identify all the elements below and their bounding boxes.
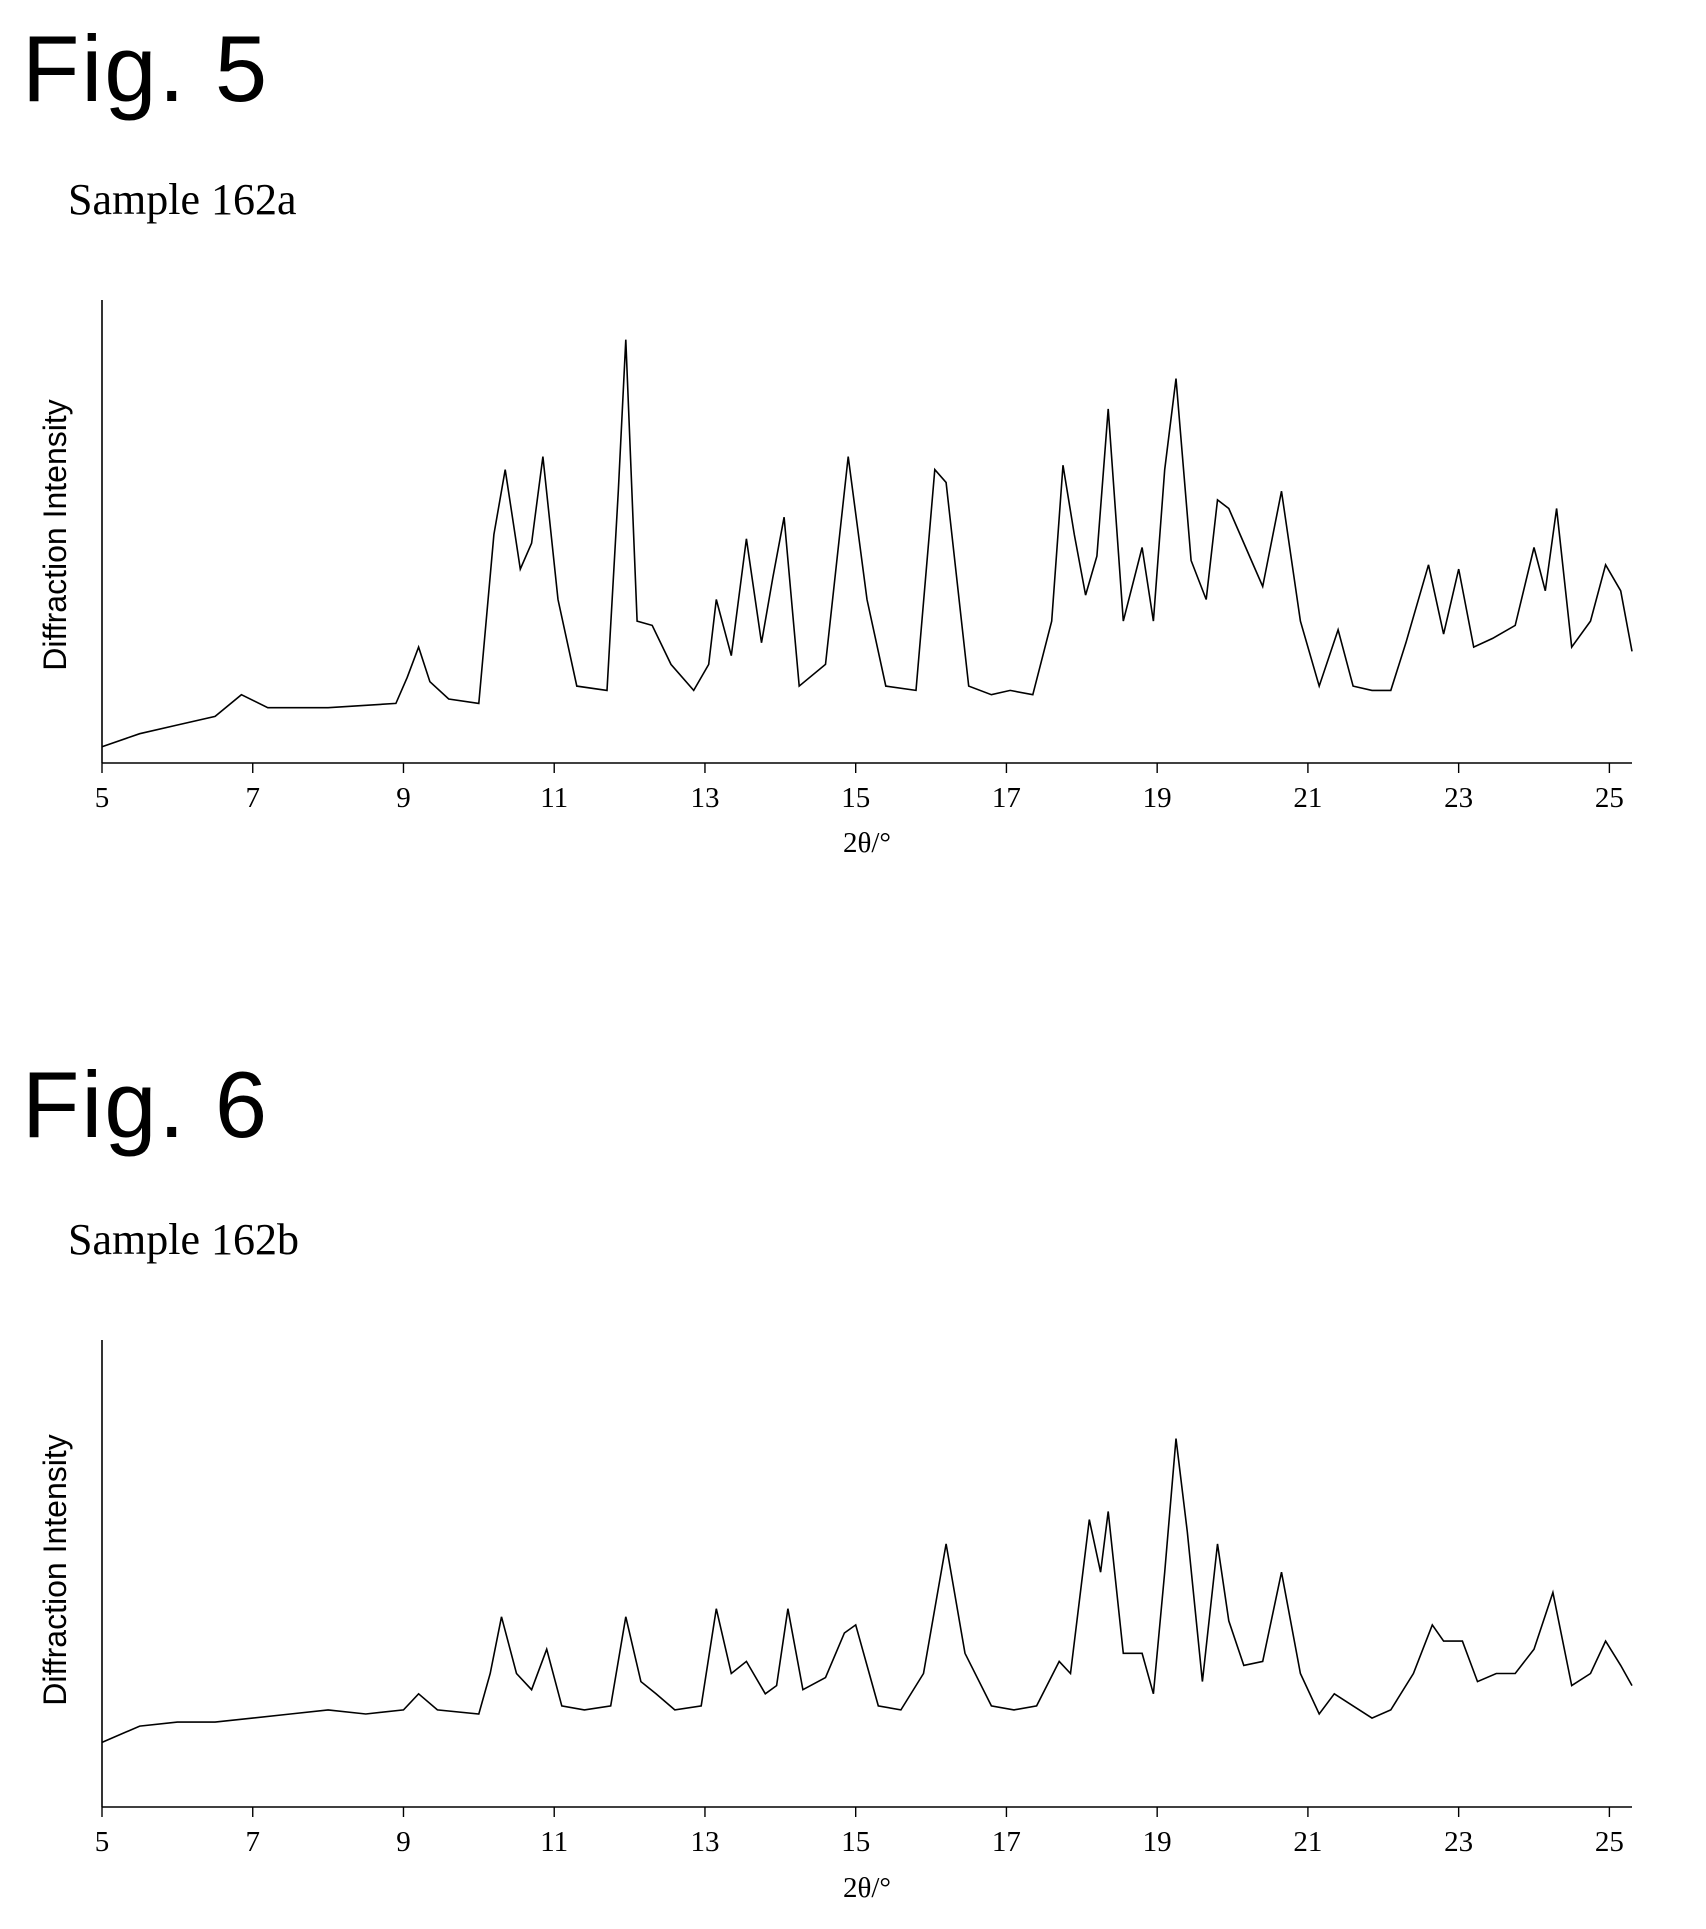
- fig-6-label: Fig. 6: [22, 1052, 270, 1157]
- x-axis-label: 2θ/°: [843, 1872, 891, 1904]
- x-tick-label: 21: [1293, 782, 1322, 814]
- x-tick-label: 19: [1143, 1826, 1172, 1858]
- x-tick-label: 15: [841, 1826, 870, 1858]
- x-tick-label: 23: [1444, 782, 1473, 814]
- x-tick-label: 7: [245, 1826, 260, 1858]
- x-tick-label: 25: [1595, 782, 1624, 814]
- x-tick-label: 9: [396, 1826, 411, 1858]
- x-tick-label: 5: [95, 782, 110, 814]
- x-tick-label: 15: [841, 782, 870, 814]
- x-tick-label: 9: [396, 782, 411, 814]
- sample-162a-label: Sample 162a: [68, 175, 297, 224]
- diffraction-trace-162a: [101, 339, 1633, 748]
- fig-5-label: Fig. 5: [22, 16, 270, 121]
- chart-fig-6: 5 7 9 11 13 15 17 19 21 23 25 2θ/° Diffraction Int…: [37, 1340, 1633, 1904]
- sample-162b-label: Sample 162b: [68, 1215, 299, 1264]
- x-tick-label: 17: [992, 782, 1021, 814]
- x-tick-label: 25: [1595, 1826, 1624, 1858]
- x-tick-label: 17: [992, 1826, 1021, 1858]
- x-ticks: 5 7 9 11 13 15 17 19 21 23 25: [95, 1807, 1624, 1858]
- x-tick-label: 23: [1444, 1826, 1473, 1858]
- x-ticks: 5 7 9 11 13 15 17 19 21 23 25: [95, 763, 1624, 814]
- diffraction-trace-162b: [101, 1438, 1633, 1744]
- x-tick-label: 19: [1143, 782, 1172, 814]
- x-tick-label: 11: [540, 1826, 568, 1858]
- x-axis-label: 2θ/°: [843, 827, 891, 859]
- y-axis-label: Diffraction Intensity: [37, 1434, 73, 1706]
- x-tick-label: 13: [690, 782, 719, 814]
- x-tick-label: 11: [540, 782, 568, 814]
- x-tick-label: 5: [95, 1826, 110, 1858]
- x-tick-label: 13: [690, 1826, 719, 1858]
- x-tick-label: 21: [1293, 1826, 1322, 1858]
- y-axis-label: Diffraction Intensity: [37, 399, 73, 671]
- chart-fig-5: 5 7 9 11 13 15 17 19 21 23 25 2θ/° Diffraction Int…: [37, 300, 1633, 859]
- x-tick-label: 7: [245, 782, 260, 814]
